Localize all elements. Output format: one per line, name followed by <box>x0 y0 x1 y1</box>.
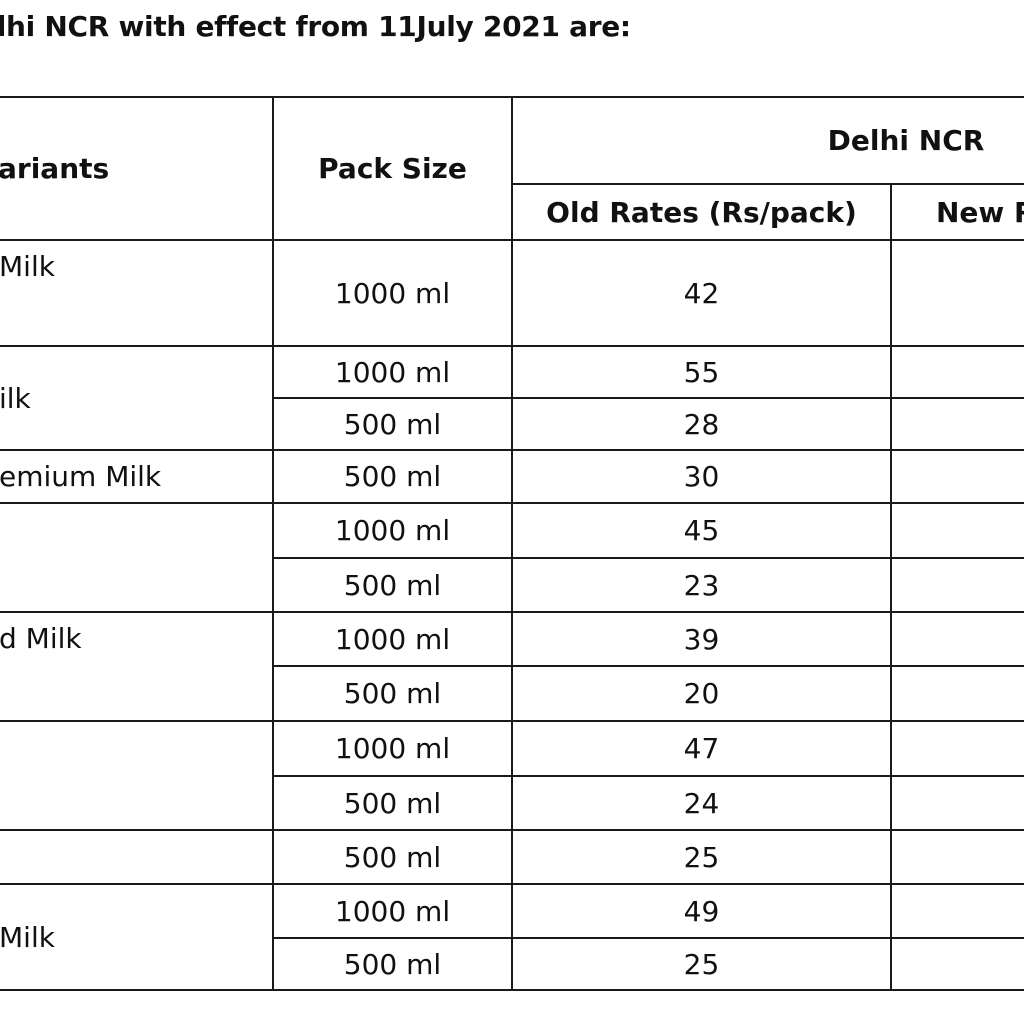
variant-cell: ilk <box>0 381 31 415</box>
old-rate-cell: 24 <box>683 786 720 820</box>
column-divider <box>272 96 274 991</box>
row-divider <box>273 665 1024 667</box>
pack-size-cell: 1000 ml <box>334 622 451 656</box>
column-divider <box>511 96 513 991</box>
pack-size-cell: 500 ml <box>343 677 442 710</box>
old-rate-cell: 28 <box>683 407 720 441</box>
header-divider <box>512 183 1024 185</box>
page-heading: elhi NCR with effect from 11July 2021 ar… <box>0 10 631 43</box>
variant-cell <box>0 504 269 611</box>
header-delhi-ncr: Delhi NCR <box>827 124 985 157</box>
pack-size-cell: 500 ml <box>343 407 442 441</box>
old-rate-cell: 45 <box>683 514 720 547</box>
row-divider <box>273 397 1024 399</box>
row-divider <box>273 557 1024 559</box>
pack-size-cell: 1000 ml <box>334 894 451 928</box>
variant-cell: Milk <box>0 920 55 954</box>
variant-cell: d Milk <box>0 621 82 655</box>
header-old-rates: Old Rates (Rs/pack) <box>546 195 857 229</box>
old-rate-cell: 25 <box>683 840 720 874</box>
pack-size-cell: 500 ml <box>343 460 442 493</box>
pack-size-cell: 500 ml <box>343 947 442 981</box>
pack-size-cell: 500 ml <box>343 786 442 820</box>
old-rate-cell: 25 <box>683 947 720 981</box>
old-rate-cell: 30 <box>683 460 720 493</box>
old-rate-cell: 39 <box>683 622 720 656</box>
variant-cell <box>0 722 269 829</box>
row-divider <box>273 937 1024 939</box>
variant-cell: Milk <box>0 249 55 283</box>
old-rate-cell: 47 <box>683 732 720 765</box>
pack-size-cell: 1000 ml <box>334 514 451 547</box>
pack-size-cell: 500 ml <box>343 840 442 874</box>
variant-cell <box>0 831 269 883</box>
pack-size-cell: 1000 ml <box>334 732 451 765</box>
variant-cell: emium Milk <box>0 460 162 493</box>
column-divider <box>890 183 892 991</box>
header-new-rates: New R <box>936 195 1024 229</box>
pack-size-cell: 1000 ml <box>334 355 451 389</box>
row-divider <box>273 775 1024 777</box>
header-variants: ariants <box>0 152 110 185</box>
pack-size-cell: 500 ml <box>343 568 442 602</box>
old-rate-cell: 20 <box>683 677 720 710</box>
old-rate-cell: 42 <box>683 276 720 310</box>
pack-size-cell: 1000 ml <box>334 276 451 310</box>
header-pack-size: Pack Size <box>318 152 467 185</box>
old-rate-cell: 23 <box>683 568 720 602</box>
old-rate-cell: 49 <box>683 894 720 928</box>
old-rate-cell: 55 <box>683 355 720 389</box>
